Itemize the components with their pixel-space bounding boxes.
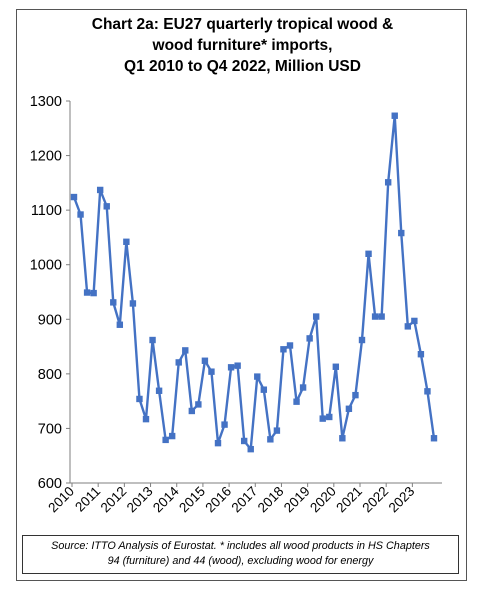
data-point <box>411 317 418 325</box>
data-point <box>391 112 398 119</box>
x-tick-label: 2015 <box>176 484 208 516</box>
source-note-line-1: Source: ITTO Analysis of Eurostat. * inc… <box>51 540 430 552</box>
data-point <box>96 186 104 194</box>
data-point <box>430 435 438 442</box>
x-tick-label: 2014 <box>150 483 182 515</box>
data-point <box>168 432 176 440</box>
y-tick-label: 1200 <box>30 149 62 165</box>
x-tick-label: 2019 <box>281 484 313 516</box>
data-point <box>365 250 372 257</box>
data-point <box>175 359 182 366</box>
y-tick-label: 1000 <box>30 258 62 274</box>
data-point <box>404 323 412 330</box>
data-point <box>345 405 353 412</box>
data-point <box>149 336 156 344</box>
data-point <box>195 401 202 408</box>
data-point <box>162 436 169 444</box>
data-point <box>398 229 405 237</box>
chart-title: Chart 2a: EU27 quarterly tropical wood &… <box>0 14 485 77</box>
chart-title-line-3: Q1 2010 to Q4 2022, Million USD <box>124 58 361 75</box>
series-line <box>72 114 436 451</box>
data-point <box>142 415 150 423</box>
data-point <box>247 445 254 453</box>
data-point <box>123 238 130 245</box>
data-point <box>319 415 326 422</box>
source-note-line-2: 94 (furniture) and 44 (wood), excluding … <box>107 555 374 567</box>
data-point <box>234 362 241 369</box>
x-tick-label: 2023 <box>386 484 418 516</box>
data-point <box>155 387 163 394</box>
data-point <box>358 336 366 344</box>
data-point <box>332 363 340 370</box>
y-tick-label: 700 <box>38 421 62 437</box>
x-tick-label: 2016 <box>202 484 234 516</box>
chart-axes <box>69 101 442 484</box>
data-point <box>371 313 379 320</box>
data-point <box>116 321 124 328</box>
chart-title-line-2: wood furniture* imports, <box>152 37 333 54</box>
data-point <box>110 299 117 306</box>
data-point <box>188 407 196 415</box>
x-tick-label: 2021 <box>333 484 365 516</box>
y-tick-label: 800 <box>38 367 62 383</box>
x-tick-label: 2013 <box>124 484 156 516</box>
data-point <box>136 395 143 403</box>
data-point <box>90 289 97 297</box>
data-point <box>129 300 137 307</box>
data-point <box>83 289 91 296</box>
y-tick-labels: 600 700 800 900 1000 1100 1200 1300 <box>30 94 70 492</box>
data-point <box>286 342 294 349</box>
data-point <box>254 373 261 380</box>
data-point <box>214 439 222 447</box>
data-point <box>77 211 84 218</box>
x-tick-labels: 2010201120122013201420152016201720182019… <box>45 483 417 515</box>
y-tick-label: 1300 <box>30 94 62 110</box>
data-point <box>182 347 189 354</box>
x-tick-label: 2022 <box>359 484 391 516</box>
data-point <box>326 413 333 421</box>
data-point <box>260 386 268 393</box>
data-point <box>306 335 313 342</box>
data-point <box>424 388 431 395</box>
data-point <box>293 398 300 405</box>
y-tick-label: 900 <box>38 312 62 328</box>
data-point <box>103 203 110 210</box>
series-group <box>70 112 438 453</box>
data-point <box>273 427 281 434</box>
source-note: Source: ITTO Analysis of Eurostat. * inc… <box>22 535 459 574</box>
data-point <box>240 437 248 445</box>
x-tick-label: 2017 <box>229 484 261 516</box>
x-tick-label: 2012 <box>98 484 130 516</box>
data-point <box>299 384 307 391</box>
y-tick-label: 1100 <box>31 203 62 219</box>
data-point <box>280 346 287 353</box>
data-point <box>267 436 274 443</box>
x-tick-label: 2018 <box>255 484 287 516</box>
data-point <box>208 368 215 375</box>
data-point <box>378 313 385 320</box>
chart-title-line-1: Chart 2a: EU27 quarterly tropical wood & <box>91 16 394 33</box>
data-point <box>417 351 425 358</box>
y-tick-label: 600 <box>38 476 62 492</box>
x-tick-label: 2011 <box>72 484 103 515</box>
x-tick-label: 2020 <box>307 484 339 516</box>
data-point <box>352 391 359 399</box>
data-point <box>312 313 320 320</box>
data-point <box>201 357 209 364</box>
data-point <box>339 435 346 442</box>
data-point <box>227 364 235 371</box>
data-point <box>70 193 78 201</box>
data-point <box>221 421 228 428</box>
data-point <box>384 179 392 186</box>
